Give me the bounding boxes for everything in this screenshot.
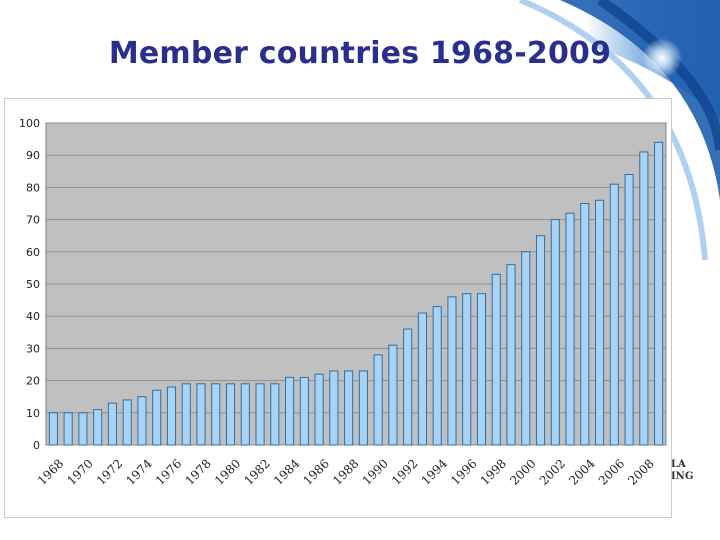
bar-2004 <box>580 203 590 446</box>
bar-1968 <box>48 412 58 446</box>
bar-1981 <box>240 383 250 446</box>
x-tick-label: 1982 <box>241 456 272 487</box>
bar-1988 <box>344 370 354 446</box>
bar-1978 <box>196 383 206 446</box>
x-tick-label: 1994 <box>419 456 451 488</box>
x-tick-label: 2008 <box>625 456 656 487</box>
bar-1975 <box>152 389 162 446</box>
bar-1998 <box>491 273 501 446</box>
bar-1979 <box>211 383 221 446</box>
bar-1993 <box>417 312 427 446</box>
y-tick-label: 70 <box>26 214 40 227</box>
bar-1995 <box>447 296 457 446</box>
bar-1973 <box>122 399 132 446</box>
bar-2002 <box>550 219 560 446</box>
slide-title: Member countries 1968-2009 <box>108 36 612 71</box>
y-tick-label: 10 <box>26 407 40 420</box>
x-tick-label: 1978 <box>182 456 213 487</box>
y-tick-label: 0 <box>33 439 40 452</box>
x-tick-label: 2002 <box>537 456 568 487</box>
x-tick-label: 1986 <box>301 456 332 487</box>
bar-1982 <box>255 383 265 446</box>
x-tick-label: 1970 <box>64 456 95 487</box>
y-tick-label: 50 <box>26 278 40 291</box>
x-tick-label: 1972 <box>94 456 125 487</box>
x-tick-label: 1996 <box>448 456 479 487</box>
bar-1985 <box>299 376 309 446</box>
bar-1984 <box>285 376 295 446</box>
y-tick-label: 60 <box>26 246 40 259</box>
bar-1996 <box>462 293 472 446</box>
partial-logo-text: ING <box>671 471 694 482</box>
chart-container: 0 10 20 30 40 50 60 70 80 90 100 1968 1970 1972 1974 19… <box>4 98 672 518</box>
x-tick-label: 1990 <box>360 456 391 487</box>
bar-1969 <box>63 412 73 446</box>
x-tick-label: 2004 <box>566 456 598 488</box>
bar-1977 <box>181 383 191 446</box>
bar-2007 <box>624 174 634 446</box>
x-tick-label: 1984 <box>271 456 303 488</box>
y-tick-label: 80 <box>26 181 40 194</box>
x-tick-label: 1988 <box>330 456 361 487</box>
bar-1970 <box>78 412 88 446</box>
bar-1971 <box>93 409 103 446</box>
bar-1976 <box>166 386 177 446</box>
x-tick-label: 1992 <box>389 456 420 487</box>
x-tick-label: 1968 <box>35 456 66 487</box>
bar-chart: 0102030405060708090100196819701972197419… <box>19 117 667 488</box>
bar-1990 <box>373 354 383 446</box>
bar-1986 <box>314 373 324 446</box>
bar-1997 <box>476 293 487 446</box>
bar-2009 <box>654 141 664 446</box>
y-tick-label: 100 <box>19 117 40 130</box>
bar-2005 <box>595 199 605 446</box>
y-tick-label: 30 <box>26 342 40 355</box>
bar-1989 <box>358 370 368 446</box>
y-tick-label: 90 <box>26 149 40 162</box>
x-tick-label: 2000 <box>507 456 538 487</box>
x-tick-label: 1998 <box>478 456 509 487</box>
partial-logo-text: LA <box>671 459 686 470</box>
bar-2000 <box>521 251 531 446</box>
x-tick-label: 1980 <box>212 456 243 487</box>
bar-1991 <box>388 344 398 446</box>
bar-1992 <box>403 328 413 446</box>
y-tick-label: 20 <box>26 375 40 388</box>
bar-2003 <box>565 212 575 446</box>
bar-1987 <box>329 370 339 446</box>
bar-2001 <box>535 235 546 446</box>
x-tick-label: 1976 <box>153 456 184 487</box>
bar-1972 <box>107 402 117 446</box>
y-tick-label: 40 <box>26 310 40 323</box>
bar-2008 <box>639 151 649 446</box>
bar-1983 <box>270 383 280 446</box>
x-tick-label: 1974 <box>123 456 155 488</box>
bar-1980 <box>225 383 236 446</box>
bar-1994 <box>432 306 442 446</box>
x-tick-label: 2006 <box>596 456 627 487</box>
bar-2006 <box>609 183 619 446</box>
bar-1999 <box>506 264 516 446</box>
bar-1974 <box>137 396 147 446</box>
